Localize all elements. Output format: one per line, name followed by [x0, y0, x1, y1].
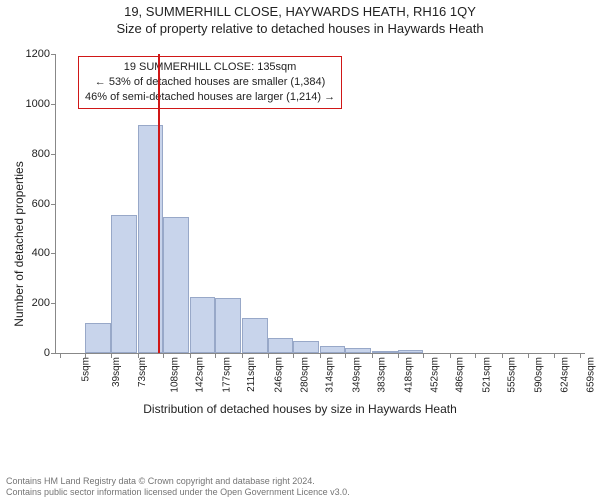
histogram-bar — [398, 350, 424, 353]
plot-region: 19 SUMMERHILL CLOSE: 135sqm ← 53% of det… — [55, 54, 585, 354]
x-tick-label: 659sqm — [586, 357, 597, 393]
x-tick-label: 142sqm — [195, 357, 206, 393]
x-tick-mark — [320, 353, 321, 358]
x-tick-label: 5sqm — [80, 357, 91, 381]
chart-area: Number of detached properties 19 SUMMERH… — [0, 44, 600, 444]
x-tick-mark — [450, 353, 451, 358]
footer: Contains HM Land Registry data © Crown c… — [6, 476, 350, 499]
x-tick-label: 349sqm — [351, 357, 362, 393]
title-block: 19, SUMMERHILL CLOSE, HAYWARDS HEATH, RH… — [0, 0, 600, 36]
x-tick-mark — [268, 353, 269, 358]
x-tick-mark — [111, 353, 112, 358]
histogram-bar — [345, 348, 371, 353]
x-tick-label: 108sqm — [169, 357, 180, 393]
x-tick-label: 39sqm — [111, 357, 122, 387]
x-tick-label: 383sqm — [377, 357, 388, 393]
y-tick-mark — [51, 253, 56, 254]
annotation-line-1: 19 SUMMERHILL CLOSE: 135sqm — [85, 60, 335, 75]
x-tick-mark — [372, 353, 373, 358]
annotation-box: 19 SUMMERHILL CLOSE: 135sqm ← 53% of det… — [78, 56, 342, 109]
histogram-bar — [85, 323, 111, 353]
x-tick-mark — [60, 353, 61, 358]
marker-line — [158, 54, 160, 353]
annotation-line-3: 46% of semi-detached houses are larger (… — [85, 90, 335, 105]
x-tick-mark — [190, 353, 191, 358]
histogram-bar — [268, 338, 294, 353]
x-tick-label: 314sqm — [325, 357, 336, 393]
x-tick-mark — [163, 353, 164, 358]
x-tick-mark — [528, 353, 529, 358]
histogram-bar — [320, 346, 346, 353]
x-tick-label: 280sqm — [299, 357, 310, 393]
histogram-bar — [242, 318, 268, 353]
x-tick-mark — [423, 353, 424, 358]
y-tick-mark — [51, 104, 56, 105]
histogram-bar — [293, 341, 319, 353]
x-tick-label: 486sqm — [455, 357, 466, 393]
x-tick-mark — [554, 353, 555, 358]
histogram-bar — [111, 215, 137, 353]
y-tick-mark — [51, 154, 56, 155]
histogram-bar — [163, 217, 189, 353]
y-tick-mark — [51, 303, 56, 304]
x-tick-label: 211sqm — [246, 357, 257, 392]
x-tick-mark — [138, 353, 139, 358]
y-tick-mark — [51, 54, 56, 55]
histogram-bar — [190, 297, 216, 353]
x-tick-label: 555sqm — [507, 357, 518, 393]
x-tick-label: 590sqm — [533, 357, 544, 393]
x-tick-mark — [580, 353, 581, 358]
x-tick-mark — [502, 353, 503, 358]
y-axis-label: Number of detached properties — [12, 94, 26, 394]
x-tick-label: 452sqm — [429, 357, 440, 393]
x-axis-label: Distribution of detached houses by size … — [0, 402, 600, 416]
x-tick-label: 521sqm — [481, 357, 492, 393]
x-tick-mark — [345, 353, 346, 358]
x-tick-mark — [293, 353, 294, 358]
x-tick-label: 624sqm — [559, 357, 570, 393]
y-tick-mark — [51, 204, 56, 205]
histogram-bar — [372, 351, 398, 353]
x-tick-mark — [242, 353, 243, 358]
supertitle: 19, SUMMERHILL CLOSE, HAYWARDS HEATH, RH… — [0, 4, 600, 19]
x-tick-label: 418sqm — [403, 357, 414, 393]
y-tick-mark — [51, 353, 56, 354]
x-tick-mark — [215, 353, 216, 358]
histogram-bar — [215, 298, 241, 353]
footer-line-2: Contains public sector information licen… — [6, 487, 350, 498]
footer-line-1: Contains HM Land Registry data © Crown c… — [6, 476, 350, 487]
x-tick-mark — [85, 353, 86, 358]
x-tick-label: 177sqm — [221, 357, 232, 393]
x-tick-mark — [475, 353, 476, 358]
x-tick-label: 73sqm — [137, 357, 148, 387]
annotation-line-2: ← 53% of detached houses are smaller (1,… — [85, 75, 335, 90]
subtitle: Size of property relative to detached ho… — [0, 21, 600, 36]
x-tick-label: 246sqm — [273, 357, 284, 393]
x-tick-mark — [398, 353, 399, 358]
